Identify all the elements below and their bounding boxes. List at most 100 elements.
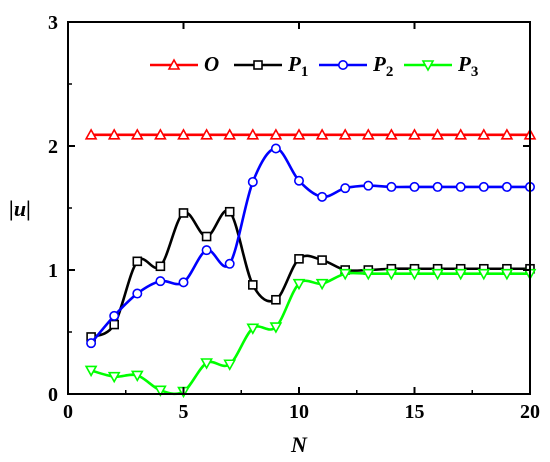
data-point-P3 [292, 278, 306, 291]
data-point-O [500, 128, 514, 140]
plot-series-group [84, 128, 537, 399]
data-point-O [200, 128, 213, 140]
data-point-P1 [201, 231, 212, 242]
data-point-P1 [248, 280, 258, 290]
data-point-P1 [224, 206, 235, 217]
data-point-P2 [409, 181, 420, 192]
series-O [84, 128, 537, 140]
data-point-P2 [155, 276, 166, 287]
x-tick-label: 5 [179, 401, 189, 423]
data-point-O [338, 128, 352, 140]
data-point-O [408, 128, 421, 140]
data-point-O [130, 128, 144, 140]
data-point-P2 [432, 181, 443, 192]
data-point-O [361, 128, 375, 140]
data-point-P3 [315, 278, 329, 291]
legend-marker-P3 [421, 60, 435, 72]
data-point-P3 [154, 385, 167, 397]
data-point-P2 [270, 143, 281, 154]
x-tick-label: 20 [520, 401, 540, 423]
data-point-P3 [107, 371, 121, 384]
x-axis-label: N [290, 432, 308, 457]
legend-entry-P1: P1 [234, 52, 308, 80]
y-axis-label: |u| [9, 196, 31, 221]
data-point-P1 [317, 255, 327, 265]
legend-label-main: P [457, 52, 471, 76]
data-point-O [454, 128, 468, 140]
data-point-P3 [223, 359, 237, 371]
data-point-P3 [200, 358, 213, 370]
data-point-P3 [408, 268, 421, 281]
series-P2 [86, 143, 535, 349]
data-point-P1 [132, 256, 143, 267]
data-point-P2 [317, 191, 328, 202]
data-point-P2 [386, 181, 397, 192]
data-point-O [269, 128, 283, 140]
legend-label-P2: P2 [372, 52, 393, 80]
y-tick-label: 3 [48, 12, 58, 34]
data-point-P2 [224, 258, 235, 269]
legend-marker-P1 [253, 60, 263, 70]
data-point-P1 [294, 254, 304, 264]
data-point-P3 [500, 268, 514, 281]
data-point-P3 [454, 268, 468, 281]
legend-marker-P2 [337, 59, 348, 70]
data-point-P2 [109, 310, 120, 321]
plot-frame [67, 21, 531, 395]
data-point-O [177, 128, 190, 140]
legend-label-main: P [372, 52, 386, 76]
data-point-P2 [340, 183, 351, 194]
legend-entry-P2: P2 [319, 52, 393, 80]
series-line-P2 [90, 147, 530, 344]
legend-marker-O [167, 58, 181, 70]
data-point-O [223, 128, 237, 140]
data-point-O [315, 128, 329, 140]
legend-label-main: P [287, 52, 301, 76]
data-point-P1 [155, 261, 166, 272]
legend-label-P3: P3 [457, 52, 478, 80]
data-point-P3 [246, 323, 260, 335]
y-tick-label: 0 [48, 384, 58, 406]
data-point-P3 [269, 322, 283, 334]
data-point-P2 [455, 181, 466, 192]
series-P3 [84, 268, 537, 399]
data-point-O [385, 128, 398, 140]
axes-group: 0 5 10 15 20 0 1 2 3 N |u| [9, 12, 540, 457]
data-point-O [292, 128, 306, 140]
data-point-P3 [431, 268, 444, 281]
data-point-P1 [178, 208, 189, 218]
legend-entry-P3: P3 [404, 52, 478, 80]
legend-label-O: O [204, 52, 219, 76]
legend-label-subscript: 3 [471, 64, 479, 80]
x-tick-label: 0 [63, 401, 73, 423]
data-point-P3 [338, 268, 352, 281]
y-tick-label: 2 [48, 136, 58, 158]
data-point-P2 [201, 245, 212, 256]
data-point-P2 [293, 175, 304, 186]
data-point-O [246, 128, 260, 140]
legend-label-P1: P1 [287, 52, 308, 80]
data-point-P3 [385, 268, 398, 281]
data-point-P2 [478, 181, 489, 192]
data-point-P2 [363, 180, 374, 191]
legend-label-subscript: 2 [386, 64, 394, 80]
data-point-O [477, 128, 491, 140]
y-tick-label: 1 [48, 260, 58, 282]
data-point-P2 [178, 277, 189, 288]
data-point-P1 [271, 294, 281, 305]
legend-label-subscript: 1 [301, 64, 309, 80]
x-tick-label: 10 [289, 401, 309, 423]
data-point-P2 [247, 176, 258, 187]
data-point-O [107, 128, 121, 140]
series-line-P3 [90, 271, 530, 396]
legend-label-main: O [204, 52, 219, 76]
data-point-P3 [477, 268, 491, 281]
data-point-O [154, 128, 167, 140]
data-point-O [84, 128, 98, 140]
data-point-P2 [86, 338, 97, 349]
legend: O P1 P2 P3 [150, 52, 478, 80]
data-point-P1 [109, 319, 119, 330]
data-point-P3 [84, 365, 98, 378]
data-point-O [431, 128, 444, 140]
